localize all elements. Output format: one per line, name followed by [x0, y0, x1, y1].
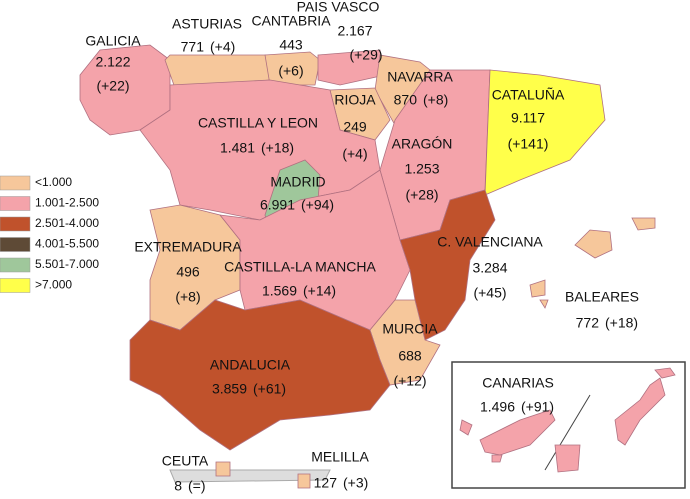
region-value: 9.117 — [511, 110, 545, 126]
region-change: (+22) — [96, 78, 129, 94]
region-name: PAIS VASCO — [297, 0, 380, 15]
region-name: CEUTA — [162, 453, 209, 469]
region-value: 127 — [314, 475, 338, 491]
region-name: ARAGÓN — [392, 136, 453, 152]
region-shape — [554, 444, 581, 473]
region-name: MADRID — [270, 174, 325, 190]
region-value: 1.496 — [480, 399, 515, 415]
region-change: (+141) — [508, 136, 549, 152]
region-change: (+18) — [605, 315, 638, 331]
region-value: 443 — [279, 37, 303, 53]
region-shape — [574, 229, 613, 259]
legend-label: >7.000 — [35, 278, 72, 292]
legend-label: 4.001-5.500 — [35, 237, 99, 251]
region-change: (+8) — [423, 92, 448, 108]
canarias-divider — [544, 394, 591, 471]
region-change: (+12) — [393, 373, 426, 389]
region-value: 3.284 — [472, 260, 507, 276]
region-name: ASTURIAS — [172, 16, 242, 32]
region-value: 8 — [174, 478, 182, 494]
region-change: (+8) — [175, 289, 200, 305]
region-name: MELILLA — [311, 449, 369, 465]
region-name: NAVARRA — [387, 69, 453, 85]
region-value: 772 — [576, 315, 600, 331]
region-change: (+94) — [301, 197, 334, 213]
africa-coast — [169, 469, 331, 483]
region-shape — [129, 299, 391, 451]
legend-swatch — [0, 216, 31, 232]
region-change: (+3) — [343, 475, 368, 491]
legend-label: 1.001-2.500 — [35, 196, 99, 210]
region-shape — [631, 217, 656, 231]
region-name: ANDALUCIA — [210, 357, 291, 373]
region-change: (+91) — [521, 399, 554, 415]
legend-swatch — [0, 278, 31, 293]
region-value: 870 — [394, 92, 418, 108]
region-shape — [297, 473, 311, 489]
region-name: GALICIA — [85, 33, 141, 49]
region-change: (+29) — [349, 47, 382, 63]
legend-swatch — [0, 257, 31, 273]
legend-swatch — [0, 196, 31, 211]
region-shape — [614, 377, 666, 446]
region-value: 1.569 — [262, 283, 297, 299]
region-value: 1.253 — [404, 161, 439, 177]
region-shape — [484, 69, 606, 196]
region-name: CANTABRIA — [251, 13, 331, 29]
region-shape — [479, 409, 556, 456]
region-value: 496 — [176, 264, 200, 280]
region-name: RIOJA — [334, 92, 376, 108]
region-change: (=) — [188, 478, 206, 494]
legend-label: 5.501-7.000 — [35, 257, 99, 271]
region-value: 2.122 — [95, 54, 130, 70]
region-name: EXTREMADURA — [134, 239, 242, 255]
region-shape — [491, 454, 503, 463]
region-change: (+45) — [473, 285, 506, 301]
legend-swatch — [0, 175, 31, 191]
region-value: 2.167 — [337, 23, 372, 39]
region-name: CATALUÑA — [492, 87, 565, 103]
region-shape — [654, 367, 676, 379]
region-shape — [219, 169, 411, 331]
region-name: CASTILLA-LA MANCHA — [224, 259, 376, 275]
region-change: (+4) — [342, 146, 367, 162]
region-shape — [539, 299, 549, 309]
region-shape — [459, 419, 473, 436]
legend-label: 2.501-4.000 — [35, 216, 99, 230]
region-value: 3.859 — [212, 381, 247, 397]
region-change: (+4) — [210, 39, 235, 55]
legend-swatch — [0, 237, 31, 252]
region-shape — [215, 461, 231, 477]
region-change: (+61) — [253, 381, 286, 397]
region-name: CANARIAS — [482, 375, 554, 391]
region-name: C. VALENCIANA — [437, 234, 543, 250]
region-change: (+18) — [261, 140, 294, 156]
region-value: 249 — [343, 119, 367, 135]
region-value: 771 — [181, 39, 205, 55]
region-change: (+28) — [405, 187, 438, 203]
region-value: 1.481 — [220, 140, 255, 156]
region-name: MURCIA — [382, 321, 438, 337]
region-name: BALEARES — [565, 289, 639, 305]
region-value: 688 — [398, 348, 422, 364]
region-name: CASTILLA Y LEON — [198, 115, 318, 131]
legend-label: <1.000 — [35, 175, 72, 189]
region-value: 6.991 — [260, 197, 295, 213]
region-change: (+14) — [303, 283, 336, 299]
region-change: (+6) — [278, 63, 303, 79]
region-shape — [529, 279, 546, 298]
region-shape — [399, 189, 496, 341]
region-shape — [317, 49, 386, 86]
